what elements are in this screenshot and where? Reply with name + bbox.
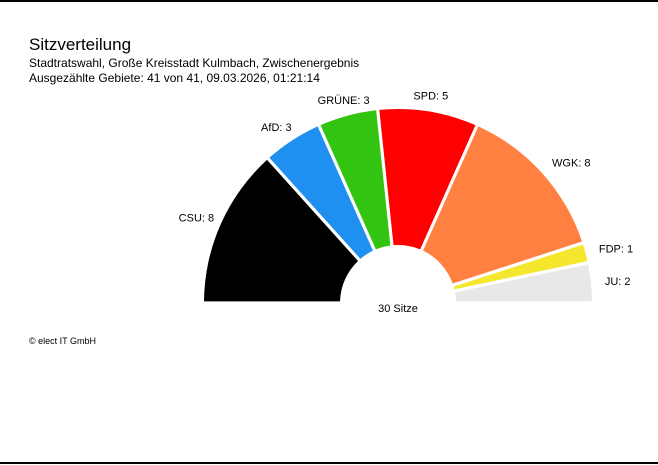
label-grüne: GRÜNE: 3 <box>318 95 370 107</box>
counted-areas-status: Ausgezählte Gebiete: 41 von 41, 09.03.20… <box>29 71 320 85</box>
segment-afd <box>269 126 373 259</box>
label-afd: AfD: 3 <box>261 122 292 134</box>
segment-ju <box>455 264 592 302</box>
segment-fdp <box>453 244 588 290</box>
label-csu: CSU: 8 <box>179 213 214 225</box>
segment-spd <box>379 109 476 250</box>
label-ju: JU: 2 <box>605 276 631 288</box>
total-seats-label: 30 Sitze <box>378 303 418 315</box>
segment-grüne <box>320 110 391 250</box>
chart-title: Sitzverteilung <box>29 35 132 54</box>
label-wgk: WGK: 8 <box>552 157 591 169</box>
label-spd: SPD: 5 <box>413 91 448 103</box>
label-fdp: FDP: 1 <box>599 244 633 256</box>
copyright-notice: © elect IT GmbH <box>29 336 96 346</box>
chart-subtitle: Stadtratswahl, Große Kreisstadt Kulmbach… <box>29 56 360 70</box>
segment-csu <box>204 159 359 302</box>
top-border <box>0 0 658 2</box>
segment-wgk <box>423 126 583 284</box>
bottom-border <box>0 462 658 464</box>
